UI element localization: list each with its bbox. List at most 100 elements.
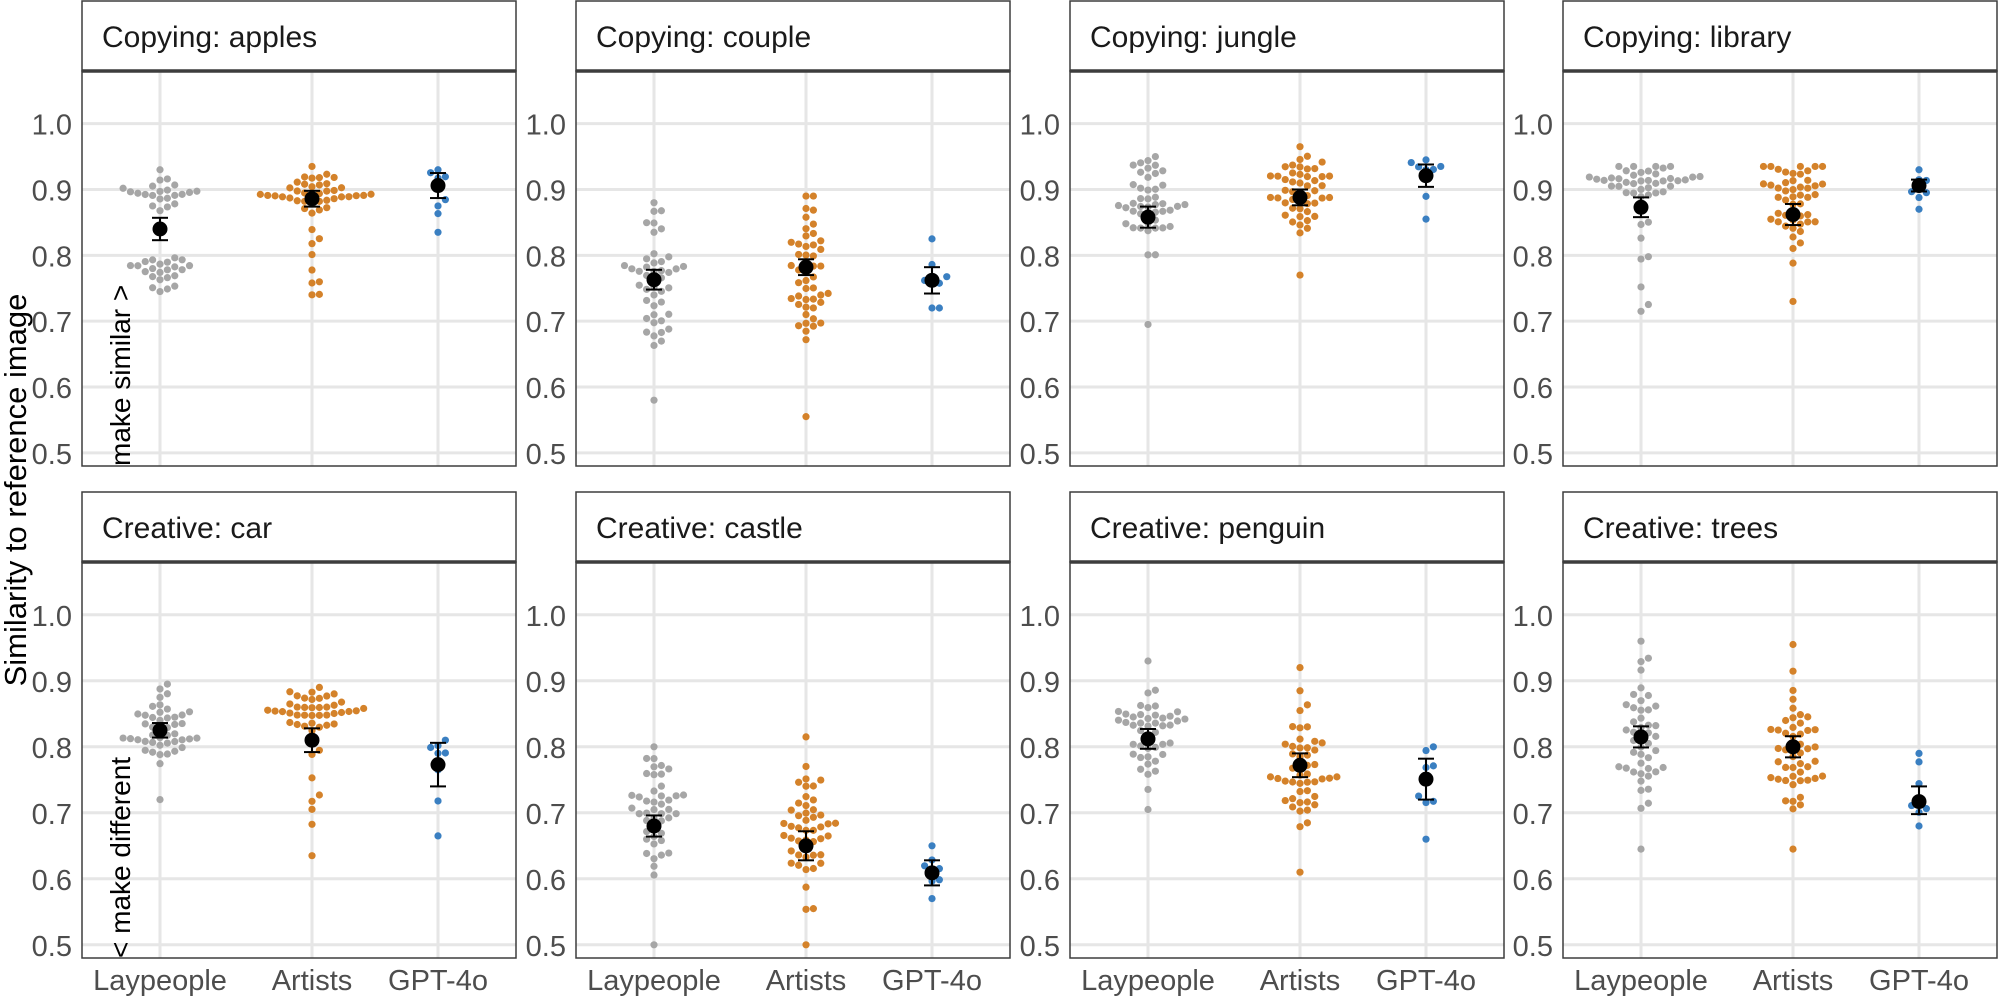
data-point xyxy=(1789,297,1797,306)
data-point xyxy=(809,192,817,200)
data-point xyxy=(650,396,658,404)
data-point xyxy=(1159,207,1167,215)
data-point xyxy=(308,174,316,182)
y-tick-label: 0.8 xyxy=(1020,241,1060,273)
data-point xyxy=(657,328,665,337)
data-point xyxy=(1789,233,1797,241)
data-point xyxy=(1173,708,1182,716)
data-point xyxy=(802,336,810,344)
data-point xyxy=(1166,712,1174,720)
data-point xyxy=(337,193,346,201)
data-point xyxy=(1311,746,1319,754)
data-point xyxy=(817,823,825,831)
panel: Creative: penguin 0.5 0.6 0.7 0.8 0.9 1.0 Laype… xyxy=(1020,491,1505,997)
data-point xyxy=(1181,715,1189,723)
x-tick-label: Artists xyxy=(1753,965,1834,997)
data-point xyxy=(1804,176,1812,184)
data-point xyxy=(795,279,803,287)
data-point xyxy=(193,734,201,742)
data-point xyxy=(178,736,186,744)
data-point xyxy=(1789,723,1797,732)
data-point xyxy=(643,328,651,336)
data-point xyxy=(156,195,164,203)
data-point xyxy=(171,737,179,746)
data-point xyxy=(1144,164,1152,172)
data-point xyxy=(178,719,186,728)
data-point xyxy=(1796,711,1804,719)
data-point xyxy=(809,295,817,303)
data-point xyxy=(323,187,331,195)
data-point xyxy=(134,736,142,744)
data-point xyxy=(787,238,795,246)
data-point xyxy=(1289,161,1297,169)
data-point xyxy=(650,763,658,771)
data-point xyxy=(256,190,264,198)
data-point xyxy=(1311,177,1319,185)
panel-plot-area xyxy=(82,562,516,958)
data-point xyxy=(1789,695,1797,703)
data-point xyxy=(809,796,817,804)
data-point xyxy=(817,319,825,327)
data-point xyxy=(156,287,164,296)
data-point xyxy=(1159,750,1167,759)
data-point xyxy=(163,285,171,293)
data-point xyxy=(1774,744,1782,753)
data-point xyxy=(665,253,673,261)
data-point xyxy=(1296,170,1304,178)
data-point xyxy=(286,194,294,202)
y-tick-label: 0.9 xyxy=(1020,176,1060,208)
data-point xyxy=(1114,716,1123,724)
data-point xyxy=(193,187,201,195)
y-tick-label: 0.9 xyxy=(1513,667,1553,699)
data-point xyxy=(1811,726,1819,734)
data-point xyxy=(134,189,142,197)
data-point xyxy=(178,266,186,274)
data-point xyxy=(928,895,936,903)
data-point xyxy=(1644,654,1652,662)
data-point xyxy=(802,782,810,790)
data-point xyxy=(434,202,442,210)
y-tick-label: 0.6 xyxy=(1513,865,1553,897)
data-point xyxy=(1796,793,1804,801)
data-point xyxy=(1622,178,1630,186)
data-point xyxy=(315,791,323,799)
data-point xyxy=(1281,796,1289,805)
data-point xyxy=(1318,194,1326,202)
data-point xyxy=(185,262,194,270)
data-point xyxy=(1151,719,1159,727)
data-point xyxy=(643,754,651,763)
y-tick-label: 0.8 xyxy=(1513,241,1553,273)
data-point xyxy=(1303,217,1311,225)
data-point xyxy=(802,413,810,421)
data-point xyxy=(1767,181,1775,189)
data-point xyxy=(1789,177,1797,185)
data-point xyxy=(1782,179,1790,187)
data-point xyxy=(1311,212,1319,220)
data-point xyxy=(1637,697,1645,705)
data-point xyxy=(809,851,817,859)
data-point xyxy=(1644,691,1652,700)
data-point xyxy=(171,200,179,208)
data-point xyxy=(1144,195,1152,203)
data-point xyxy=(1144,785,1152,794)
data-point xyxy=(802,192,810,200)
data-point xyxy=(308,797,316,805)
data-point xyxy=(1789,763,1797,772)
data-point xyxy=(650,228,658,236)
data-point xyxy=(657,792,665,800)
data-point xyxy=(809,782,817,790)
data-point xyxy=(1804,726,1812,735)
data-point xyxy=(1129,713,1137,721)
data-point xyxy=(286,700,294,708)
data-point xyxy=(185,735,194,743)
data-point xyxy=(126,735,135,743)
data-point xyxy=(1789,169,1797,178)
data-point xyxy=(1296,205,1304,213)
data-point xyxy=(337,698,346,706)
data-point xyxy=(1759,180,1768,188)
data-point xyxy=(657,317,665,325)
data-point xyxy=(1144,703,1152,712)
data-point xyxy=(620,261,629,270)
data-point xyxy=(1289,178,1297,186)
